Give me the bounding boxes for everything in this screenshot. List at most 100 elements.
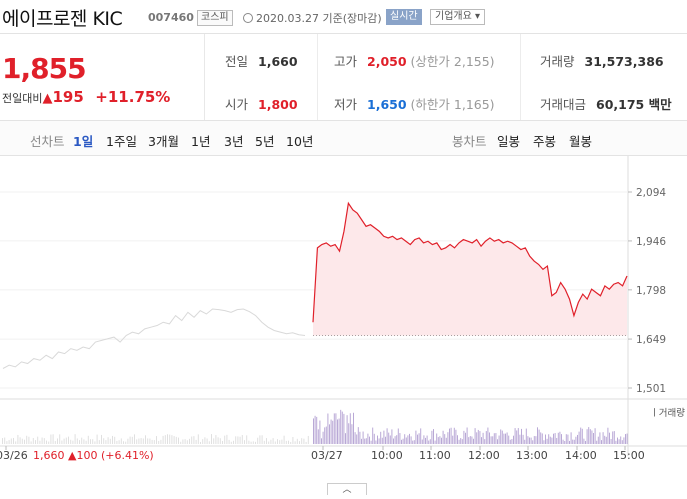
- volume-bar-prev: [24, 439, 25, 444]
- volume-bar-prev: [204, 437, 206, 444]
- volume-bar-prev: [184, 439, 186, 444]
- volume-bar-prev: [215, 435, 217, 444]
- volume-bar-prev: [149, 438, 151, 444]
- volume-bar-prev: [228, 439, 230, 444]
- clock-icon: [243, 13, 253, 23]
- volume-bar: [477, 429, 479, 444]
- tab-monthly[interactable]: 월봉: [569, 134, 593, 149]
- volume-bar-prev: [28, 436, 30, 444]
- volume-bar-prev: [61, 440, 63, 444]
- volume-bar-prev: [72, 440, 74, 444]
- volume-bar: [511, 439, 513, 444]
- volume-bar: [521, 428, 522, 444]
- realtime-button[interactable]: 실시간: [386, 9, 422, 25]
- volume-bar-prev: [288, 440, 289, 444]
- volume-bar: [421, 439, 423, 444]
- volume-bar-prev: [167, 434, 168, 444]
- volume-bar-prev: [180, 441, 182, 444]
- volume-bar-prev: [134, 434, 135, 444]
- volume-bar: [321, 438, 322, 444]
- volume-bar-prev: [30, 441, 32, 444]
- volume-bar: [471, 436, 473, 444]
- tab-1y[interactable]: 1년: [191, 134, 211, 149]
- volume-bar-prev: [68, 436, 69, 444]
- volume-bar: [604, 435, 606, 444]
- change-percent: +11.75%: [95, 88, 171, 106]
- x-tick-label: 15:00: [613, 449, 645, 462]
- volume-bar: [548, 434, 550, 444]
- volume-bar: [513, 435, 514, 444]
- volume-bar: [378, 438, 380, 444]
- volume-bar: [530, 437, 532, 444]
- tab-3m[interactable]: 3개월: [148, 134, 179, 149]
- y-tick-label: 1,649: [636, 334, 666, 346]
- volume-bar: [594, 428, 596, 444]
- volume-bar: [535, 436, 537, 444]
- volume-bar: [394, 436, 396, 444]
- volume-bar-prev: [283, 435, 285, 444]
- volume-bar: [353, 412, 354, 444]
- volume-bar-prev: [241, 435, 243, 444]
- volume-bar: [410, 436, 412, 444]
- volume-bar-prev: [103, 438, 105, 444]
- volume-bar-prev: [136, 439, 138, 444]
- volume-bar: [605, 436, 607, 444]
- volume-bar-prev: [219, 438, 221, 444]
- volume-bar-prev: [96, 434, 98, 444]
- tab-weekly[interactable]: 주봉: [533, 134, 557, 149]
- stats-panel: 전일 1,660 고가 2,050 (상한가 2,155) 거래량 31,573,38…: [205, 34, 687, 120]
- volume-bar-prev: [105, 440, 107, 444]
- stock-header: 에이프로젠 KIC 007460 코스피 2020.03.27 기준(장마감) …: [0, 0, 687, 34]
- volume-bar: [434, 440, 436, 444]
- volume-bar-prev: [222, 440, 223, 444]
- tab-1w[interactable]: 1주일: [106, 134, 137, 149]
- volume-bar: [335, 413, 337, 444]
- volume-bar: [375, 440, 377, 444]
- volume-bar: [545, 434, 546, 444]
- volume-bar: [396, 435, 398, 444]
- volume-bar: [519, 434, 521, 444]
- volume-bar: [591, 430, 593, 444]
- volume-bar: [482, 432, 484, 444]
- volume-bar: [618, 439, 620, 444]
- volume-bar: [610, 438, 612, 444]
- volume-bar: [415, 430, 417, 444]
- volume-bar: [367, 433, 369, 444]
- tab-5y[interactable]: 5년: [255, 134, 275, 149]
- volume-bar: [565, 434, 567, 444]
- expand-chart-button[interactable]: ︿: [327, 483, 367, 495]
- volume-bar-prev: [230, 441, 232, 444]
- volume-bar-prev: [21, 438, 23, 444]
- tab-10y[interactable]: 10년: [286, 134, 314, 149]
- volume-bar-prev: [290, 441, 292, 444]
- volume-bar: [452, 435, 454, 444]
- price-chart[interactable]: 2,094 1,946 1,798 1,649 1,501 ㅣ거래량 03/26 03/27 1…: [0, 156, 687, 499]
- volume-bar: [593, 433, 594, 444]
- volume-bar: [516, 430, 518, 444]
- volume-bar-prev: [277, 439, 278, 444]
- volume-bar-prev: [92, 439, 94, 444]
- volume-bar: [345, 433, 346, 444]
- tab-3y[interactable]: 3년: [224, 134, 244, 149]
- volume-bar: [532, 440, 534, 444]
- volume-bar: [599, 432, 601, 444]
- line-chart-label: 선차트: [30, 134, 65, 149]
- volume-bar: [316, 416, 318, 444]
- volume-bar: [409, 433, 410, 444]
- volume-bar: [393, 438, 394, 444]
- volume-bar-prev: [52, 434, 54, 444]
- current-price: 1,855: [2, 52, 87, 85]
- corp-info-dropdown[interactable]: 기업개요 ▾: [430, 9, 485, 25]
- volume-bar: [385, 436, 386, 444]
- tab-daily[interactable]: 일봉: [497, 134, 521, 149]
- x-tick-label: 12:00: [468, 449, 500, 462]
- volume-bar-prev: [301, 438, 303, 444]
- volume-bar-prev: [54, 441, 56, 444]
- volume-bar-prev: [98, 440, 100, 444]
- up-arrow-icon: ▲: [42, 91, 53, 106]
- tab-1d[interactable]: 1일: [73, 134, 94, 149]
- volume-bar: [442, 430, 444, 444]
- x-tick-label: 14:00: [565, 449, 597, 462]
- volume-bar: [589, 429, 591, 444]
- volume-bar: [492, 436, 494, 444]
